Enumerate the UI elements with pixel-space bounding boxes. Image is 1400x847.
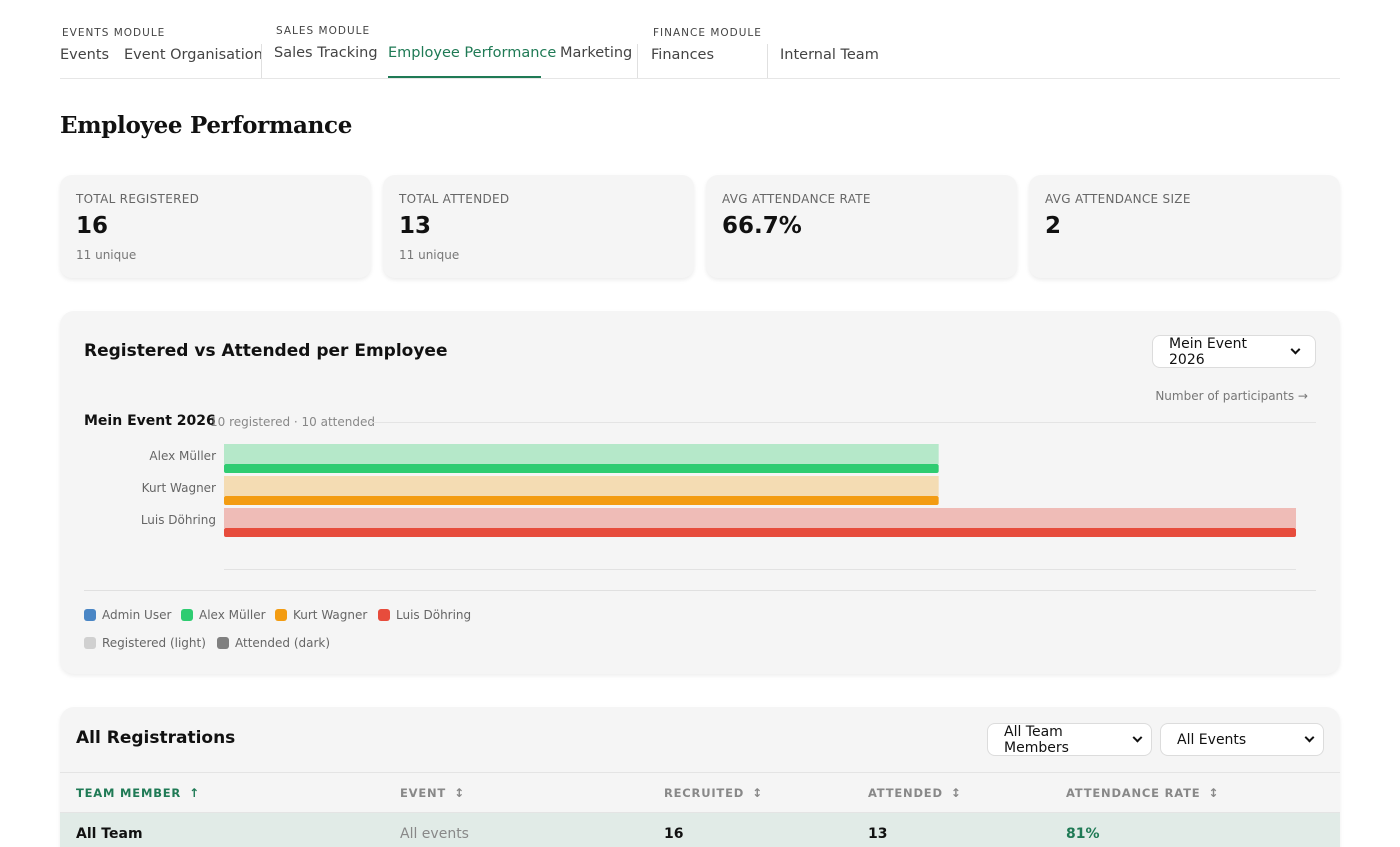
stat-card-avg-attendance-rate: AVG ATTENDANCE RATE 66.7%: [706, 175, 1017, 278]
sort-icon: ↕: [454, 786, 465, 800]
table-header: TEAM MEMBER ↑ EVENT ↕ RECRUITED ↕ ATTEND…: [60, 772, 1340, 813]
legend-item: Luis Döhring: [378, 608, 471, 622]
legend-label: Admin User: [102, 608, 172, 622]
nav-divider: [637, 44, 638, 78]
legend-swatch: [84, 637, 96, 649]
cell-attended: 13: [868, 826, 888, 842]
chevron-down-icon: [1290, 344, 1301, 355]
event-filter-value: All Events: [1177, 731, 1247, 748]
stat-label: TOTAL REGISTERED: [76, 192, 200, 206]
table-title: All Registrations: [76, 728, 236, 748]
event-filter[interactable]: All Events: [1160, 723, 1324, 756]
nav-item-marketing[interactable]: Marketing: [560, 45, 633, 61]
column-header-attended[interactable]: ATTENDED ↕: [868, 786, 962, 800]
event-select[interactable]: Mein Event 2026: [1152, 335, 1316, 368]
registrations-table-card: All Registrations All Team Members All E…: [60, 707, 1340, 847]
bar-chart: Alex Müller Kurt Wagner Luis Döhring: [141, 444, 1296, 570]
chevron-down-icon: [1304, 732, 1315, 743]
nav-item-event-organisation[interactable]: Event Organisation: [124, 47, 263, 63]
legend-swatch: [217, 637, 229, 649]
legend-label: Attended (dark): [235, 636, 331, 650]
stat-label: AVG ATTENDANCE SIZE: [1045, 192, 1191, 206]
legend-label: Kurt Wagner: [293, 608, 368, 622]
bar-attended[interactable]: [224, 496, 939, 505]
chart-title: Registered vs Attended per Employee: [84, 341, 448, 361]
column-header-attendance-rate[interactable]: ATTENDANCE RATE ↕: [1066, 786, 1219, 800]
cell-recruited: 16: [664, 826, 684, 842]
bar-attended[interactable]: [224, 464, 939, 473]
bar-registered[interactable]: [224, 508, 1296, 528]
column-header-team-member[interactable]: TEAM MEMBER ↑: [76, 786, 200, 800]
stat-label: TOTAL ATTENDED: [399, 192, 510, 206]
legend-item: Admin User: [84, 608, 171, 622]
nav-divider: [261, 44, 262, 78]
cell-event: All events: [400, 826, 469, 842]
sort-ascending-icon: ↑: [189, 786, 200, 800]
nav-divider: [767, 44, 768, 78]
event-group-title: Mein Event 2026: [84, 413, 216, 429]
column-header-label: TEAM MEMBER: [76, 786, 182, 800]
legend-item: Alex Müller: [181, 608, 266, 622]
bar-registered[interactable]: [224, 476, 939, 496]
sort-icon: ↕: [950, 786, 962, 800]
bar-label: Alex Müller: [149, 449, 216, 463]
bar-registered[interactable]: [224, 444, 939, 464]
top-navigation: EVENTS MODULE SALES MODULE FINANCE MODUL…: [60, 0, 1340, 79]
bar-label: Kurt Wagner: [142, 481, 216, 495]
legend-swatch: [275, 609, 287, 621]
sort-icon: ↕: [752, 786, 763, 800]
event-group-divider: [370, 422, 1316, 423]
cell-team-member: All Team: [76, 826, 143, 842]
event-group-meta: 10 registered · 10 attended: [210, 415, 375, 429]
stat-value: 16: [76, 213, 109, 239]
module-label-sales: SALES MODULE: [276, 25, 371, 37]
chevron-down-icon: [1132, 732, 1143, 743]
stat-card-total-registered: TOTAL REGISTERED 16 11 unique: [60, 175, 371, 278]
page-title: Employee Performance: [60, 112, 353, 139]
legend-item: Kurt Wagner: [275, 608, 367, 622]
legend-divider: [84, 590, 1316, 591]
nav-item-events[interactable]: Events: [60, 47, 110, 63]
module-label-events: EVENTS MODULE: [62, 27, 166, 39]
column-header-label: EVENT: [400, 786, 447, 800]
column-header-label: ATTENDED: [868, 786, 943, 800]
table-row-total[interactable]: All Team All events 16 13 81%: [60, 813, 1340, 847]
axis-hint: Number of participants →: [1155, 389, 1308, 403]
team-member-filter-value: All Team Members: [1004, 723, 1069, 756]
legend-swatch: [84, 609, 96, 621]
stat-label: AVG ATTENDANCE RATE: [722, 192, 871, 206]
nav-item-internal-team[interactable]: Internal Team: [780, 47, 879, 63]
nav-item-sales-tracking[interactable]: Sales Tracking: [274, 45, 378, 61]
legend-label: Registered (light): [102, 636, 206, 650]
stat-subtext: 11 unique: [399, 248, 460, 262]
stat-value: 2: [1045, 213, 1062, 239]
stat-card-avg-attendance-size: AVG ATTENDANCE SIZE 2: [1029, 175, 1340, 278]
column-header-label: RECRUITED: [664, 786, 745, 800]
legend-label: Alex Müller: [199, 608, 266, 622]
legend-item: Attended (dark): [217, 636, 330, 650]
stat-value: 66.7%: [722, 213, 802, 239]
event-select-value: Mein Event 2026: [1169, 335, 1248, 368]
nav-item-finances[interactable]: Finances: [651, 47, 715, 63]
nav-item-employee-performance[interactable]: Employee Performance: [388, 45, 557, 61]
chart-card: Registered vs Attended per Employee Mein…: [60, 311, 1340, 674]
bar-attended[interactable]: [224, 528, 1296, 537]
team-member-filter[interactable]: All Team Members: [987, 723, 1152, 756]
active-tab-indicator: [388, 76, 541, 78]
bar-label: Luis Döhring: [141, 513, 216, 527]
sort-icon: ↕: [1208, 786, 1220, 800]
stat-subtext: 11 unique: [76, 248, 137, 262]
stat-card-total-attended: TOTAL ATTENDED 13 11 unique: [383, 175, 694, 278]
stat-value: 13: [399, 213, 432, 239]
legend-item: Registered (light): [84, 636, 206, 650]
legend-swatch: [181, 609, 193, 621]
column-header-recruited[interactable]: RECRUITED ↕: [664, 786, 763, 800]
legend-swatch: [378, 609, 390, 621]
cell-attendance-rate: 81%: [1066, 826, 1100, 842]
column-header-event[interactable]: EVENT ↕: [400, 786, 465, 800]
legend-label: Luis Döhring: [396, 608, 472, 622]
column-header-label: ATTENDANCE RATE: [1066, 786, 1201, 800]
module-label-finance: FINANCE MODULE: [653, 27, 762, 39]
